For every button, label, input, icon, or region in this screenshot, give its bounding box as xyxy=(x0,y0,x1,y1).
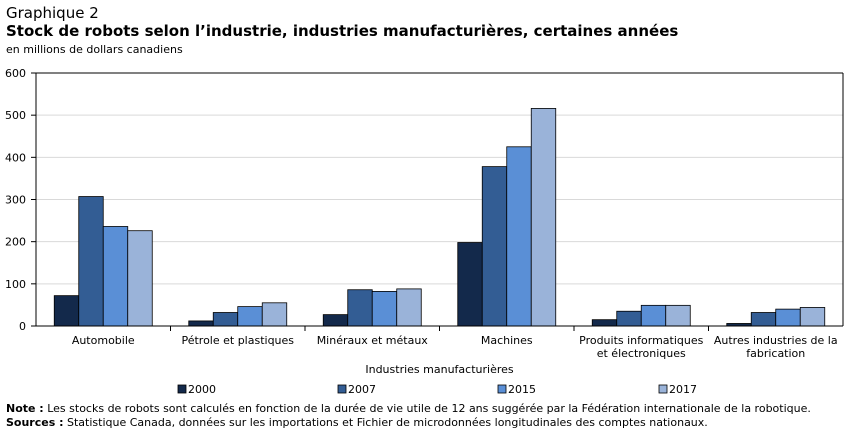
bar-2007-5 xyxy=(750,312,777,327)
unit-label: en millions de dollars canadiens xyxy=(6,43,183,56)
x-tick-label: fabrication xyxy=(746,347,805,360)
bar-2015-5 xyxy=(775,308,801,327)
bar-2017-5 xyxy=(799,307,826,327)
bar-2017-3 xyxy=(530,108,557,327)
x-tick-label: Machines xyxy=(481,334,533,347)
bar-2017-0 xyxy=(127,230,153,327)
x-tick-label: Automobile xyxy=(72,334,135,347)
source-text: Statistique Canada, données sur les impo… xyxy=(63,416,708,429)
x-tick-label: Pétrole et plastiques xyxy=(181,334,294,347)
note-line: Note : Les stocks de robots sont calculé… xyxy=(6,402,846,416)
note-text: Les stocks de robots sont calculés en fo… xyxy=(43,402,811,415)
x-tick-label: Autres industries de la xyxy=(714,334,838,347)
legend-swatch-2000 xyxy=(177,384,187,394)
bar-2000-1 xyxy=(188,320,214,327)
note-label: Note : xyxy=(6,402,44,415)
bar-2007-3 xyxy=(481,166,508,327)
bar-2000-2 xyxy=(322,314,349,327)
bar-2007-1 xyxy=(212,312,239,327)
y-tick-label: 200 xyxy=(5,236,26,249)
chart-number: Graphique 2 xyxy=(6,4,99,22)
x-tick-label: Produits informatiques xyxy=(579,334,704,347)
bar-2007-0 xyxy=(78,196,104,327)
source-label: Sources : xyxy=(6,416,64,429)
bar-chart: 0 100 200 300 400 500 600 Automobile Pétrole et … xyxy=(5,67,844,396)
bar-2015-0 xyxy=(102,226,129,327)
bar-2000-0 xyxy=(53,295,80,327)
x-tick-label: Minéraux et métaux xyxy=(317,334,429,347)
source-line: Sources : Statistique Canada, données su… xyxy=(6,416,846,430)
bar-2015-2 xyxy=(371,291,398,327)
bar-2017-2 xyxy=(396,288,422,327)
bar-2007-2 xyxy=(347,289,373,327)
bar-2015-1 xyxy=(237,306,263,327)
y-tick-label: 500 xyxy=(5,109,26,122)
bar-2007-4 xyxy=(616,310,642,327)
y-tick-label: 600 xyxy=(5,67,26,80)
y-tick-label: 0 xyxy=(19,320,26,333)
bar-2015-4 xyxy=(640,304,667,327)
bar-2015-3 xyxy=(506,146,532,327)
bar-2017-1 xyxy=(261,302,288,327)
y-tick-label: 300 xyxy=(5,194,26,207)
legend-label-2007: 2007 xyxy=(348,383,376,396)
chart-title: Stock de robots selon l’industrie, indus… xyxy=(6,22,679,40)
legend-swatch-2007 xyxy=(337,384,347,394)
bar-2017-4 xyxy=(665,304,691,327)
legend-label-2000: 2000 xyxy=(188,383,216,396)
bar-2000-3 xyxy=(457,242,483,327)
legend-swatch-2017 xyxy=(658,384,668,394)
x-axis-title: Industries manufacturières xyxy=(365,363,514,376)
legend-label-2017: 2017 xyxy=(669,383,697,396)
legend-swatch-2015 xyxy=(497,384,507,394)
footnotes: Note : Les stocks de robots sont calculé… xyxy=(6,402,846,430)
legend-label-2015: 2015 xyxy=(508,383,536,396)
bar-2000-4 xyxy=(591,319,618,327)
y-tick-label: 400 xyxy=(5,151,26,164)
y-tick-label: 100 xyxy=(5,278,26,291)
x-tick-label: et électroniques xyxy=(597,347,686,360)
